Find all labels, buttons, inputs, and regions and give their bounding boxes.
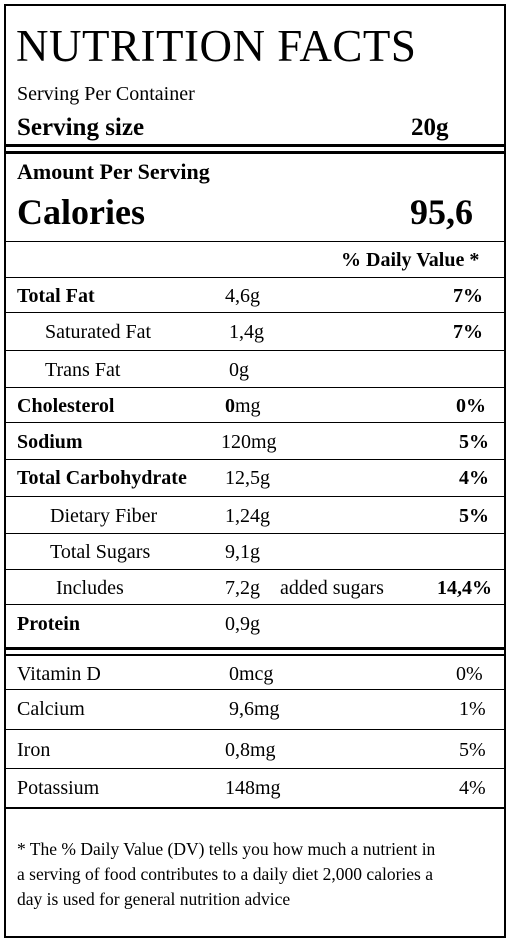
thick-divider [6, 807, 504, 809]
nutrient-name-total-sugars: Total Sugars [50, 541, 151, 563]
divider [6, 387, 504, 388]
nutrient-name-sodium: Sodium [17, 431, 83, 453]
nutrient-dv-cholesterol: 0% [456, 395, 486, 417]
nutrient-dv-saturated-fat: 7% [453, 321, 483, 343]
divider [6, 459, 504, 460]
vitamin-dv-vitamin-d: 0% [456, 663, 483, 685]
nutrient-name-cholesterol: Cholesterol [17, 395, 115, 417]
divider [6, 241, 504, 242]
nutrient-amount-protein: 0,9g [225, 613, 260, 635]
divider [6, 533, 504, 534]
divider [6, 277, 504, 278]
nutrient-dv-total-fat: 7% [453, 285, 483, 307]
vitamin-amount-potassium: 148mg [225, 777, 281, 799]
divider [6, 312, 504, 313]
nutrient-name-protein: Protein [17, 613, 80, 635]
vitamin-amount-calcium: 9,6mg [229, 698, 280, 720]
thick-divider [6, 654, 504, 656]
vitamin-dv-iron: 5% [459, 739, 486, 761]
nutrient-dv-sodium: 5% [459, 431, 489, 453]
nutrient-name-total-fat: Total Fat [17, 285, 95, 307]
nutrient-amount-saturated-fat: 1,4g [229, 321, 264, 343]
label-title: NUTRITION FACTS [16, 21, 417, 71]
divider [6, 689, 504, 690]
divider [6, 422, 504, 423]
calories-label: Calories [17, 192, 145, 232]
vitamin-amount-iron: 0,8mg [225, 739, 276, 761]
vitamin-dv-potassium: 4% [459, 777, 486, 799]
footnote-line-3: day is used for general nutrition advice [17, 889, 291, 909]
nutrient-amount-trans-fat: 0g [229, 359, 249, 381]
nutrient-amount-total-sugars: 9,1g [225, 541, 260, 563]
daily-value-header: % Daily Value * [341, 249, 480, 271]
nutrient-dv-added-sugars: 14,4% [437, 577, 492, 599]
nutrition-facts-label: NUTRITION FACTS Serving Per Container Se… [4, 4, 506, 938]
divider [6, 604, 504, 605]
vitamin-dv-calcium: 1% [459, 698, 486, 720]
nutrient-amount-sodium: 120mg [221, 431, 277, 453]
nutrient-amount-cholesterol: 0mg [225, 394, 261, 418]
footnote-line-1: * The % Daily Value (DV) tells you how m… [17, 839, 436, 859]
divider [6, 729, 504, 730]
thick-divider [6, 647, 504, 650]
added-sugars-label: added sugars [280, 577, 384, 599]
vitamin-name-vitamin-d: Vitamin D [17, 663, 101, 685]
cholesterol-amount-number: 0 [225, 395, 235, 417]
nutrient-amount-includes: 7,2g [225, 577, 260, 599]
nutrient-name-saturated-fat: Saturated Fat [45, 321, 152, 343]
nutrient-amount-total-fat: 4,6g [225, 285, 260, 307]
serving-per-container: Serving Per Container [17, 83, 195, 105]
nutrient-dv-total-carbohydrate: 4% [459, 467, 489, 489]
footnote-line-2: a serving of food contributes to a daily… [17, 864, 433, 884]
nutrient-name-trans-fat: Trans Fat [45, 359, 121, 381]
nutrient-name-includes: Includes [56, 577, 124, 599]
nutrient-amount-total-carbohydrate: 12,5g [225, 467, 270, 489]
thick-divider [6, 151, 504, 154]
cholesterol-amount-unit: mg [235, 395, 261, 417]
divider [6, 350, 504, 351]
nutrient-dv-dietary-fiber: 5% [459, 505, 489, 527]
vitamin-amount-vitamin-d: 0mcg [229, 663, 274, 685]
divider [6, 569, 504, 570]
divider [6, 768, 504, 769]
vitamin-name-potassium: Potassium [17, 777, 100, 799]
amount-per-serving-label: Amount Per Serving [17, 159, 210, 184]
vitamin-name-iron: Iron [17, 739, 51, 761]
nutrient-name-total-carbohydrate: Total Carbohydrate [17, 467, 187, 489]
thick-divider [6, 144, 504, 147]
nutrient-amount-dietary-fiber: 1,24g [225, 505, 270, 527]
nutrient-name-dietary-fiber: Dietary Fiber [50, 505, 158, 527]
calories-value: 95,6 [410, 192, 473, 232]
serving-size-value: 20g [411, 114, 449, 141]
divider [6, 496, 504, 497]
serving-size-label: Serving size [17, 114, 145, 141]
vitamin-name-calcium: Calcium [17, 698, 85, 720]
